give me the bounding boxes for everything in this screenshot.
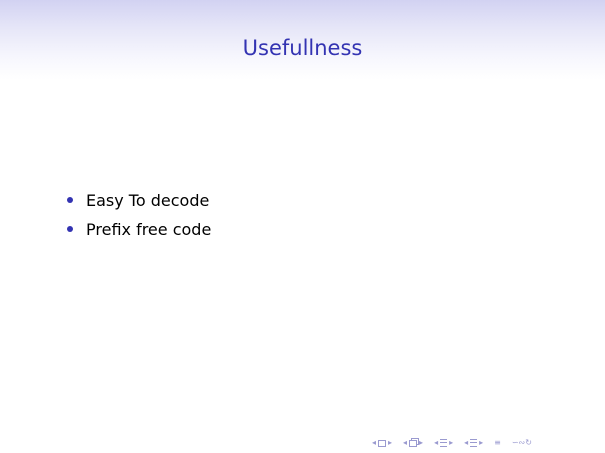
bullet-text: Easy To decode (86, 191, 210, 210)
nav-frame-icon (378, 439, 387, 447)
nav-section-button[interactable]: ◂ ▸ (434, 437, 455, 449)
nav-subsection-icon (409, 439, 418, 447)
nav-document-icon (470, 439, 478, 447)
bullet-text: Prefix free code (86, 220, 212, 239)
bullet-list: Easy To decode Prefix free code (64, 189, 211, 247)
arrow-right-icon: ▸ (449, 438, 454, 447)
slide-title: Usefullness (242, 36, 363, 60)
arrow-left-icon: ◂ (403, 438, 408, 447)
nav-document-button[interactable]: ◂ ▸ (464, 437, 485, 449)
navigation-bar: ◂ ▸ ◂ ▸ ◂ ▸ ◂ ▸ ≡ ∽∾↻ (372, 437, 543, 449)
nav-align-button[interactable]: ≡ (494, 437, 503, 449)
bullet-icon (67, 197, 73, 203)
arrow-right-icon: ▸ (479, 438, 484, 447)
arrow-right-icon: ▸ (388, 438, 393, 447)
nav-subsection-button[interactable]: ◂ ▸ (403, 437, 425, 449)
nav-search-icon: ∽∾↻ (511, 438, 532, 447)
bullet-icon (67, 226, 73, 232)
arrow-left-icon: ◂ (372, 438, 377, 447)
nav-align-icon: ≡ (494, 438, 501, 447)
arrow-left-icon: ◂ (434, 438, 439, 447)
nav-frame-button[interactable]: ◂ ▸ (372, 437, 394, 449)
nav-search-button[interactable]: ∽∾↻ (512, 437, 534, 449)
nav-section-icon (440, 439, 448, 447)
list-item: Easy To decode (64, 189, 211, 218)
arrow-left-icon: ◂ (464, 438, 469, 447)
list-item: Prefix free code (64, 218, 211, 247)
arrow-right-icon: ▸ (419, 438, 424, 447)
title-bar (0, 0, 605, 80)
